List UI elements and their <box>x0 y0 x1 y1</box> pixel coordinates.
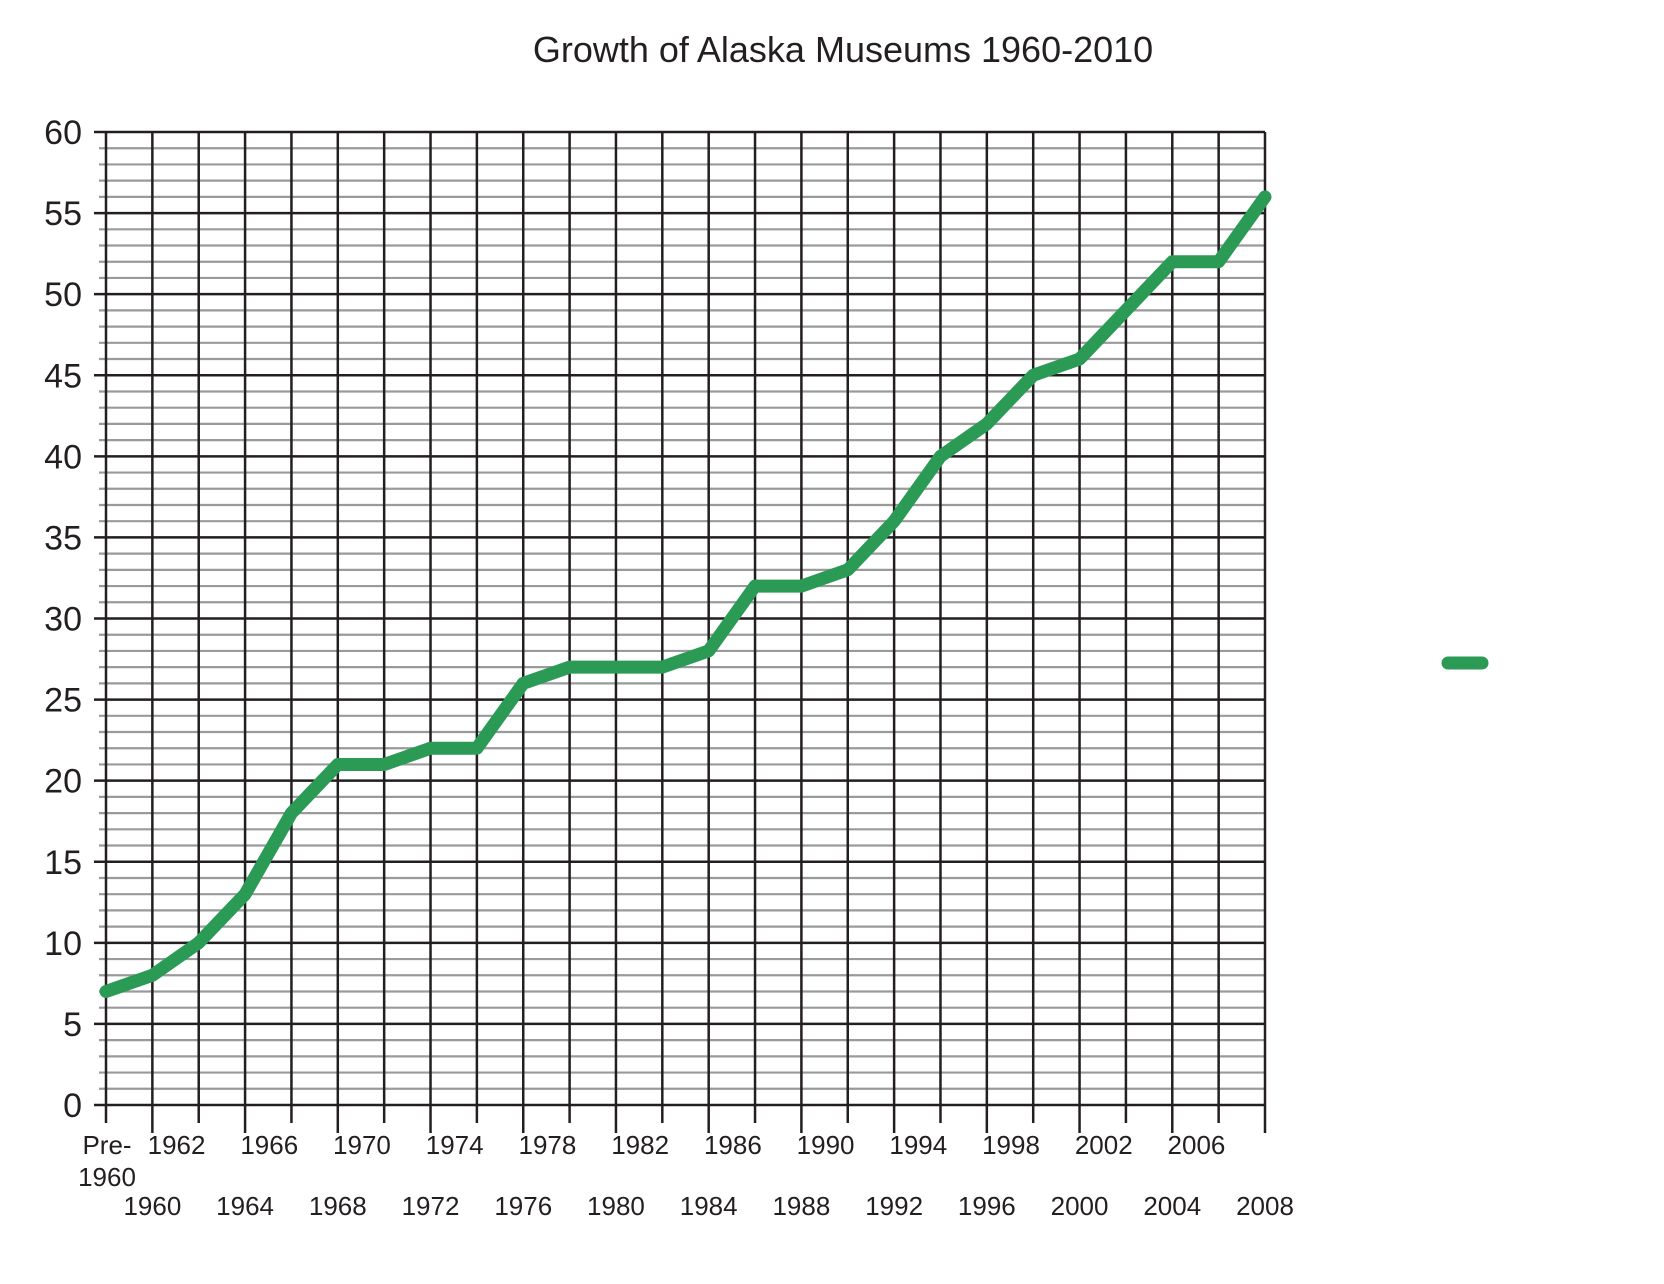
minor-gridlines <box>99 147 1265 1090</box>
y-tick-label: 25 <box>44 682 82 720</box>
x-tick-label-lower: 1972 <box>402 1191 460 1221</box>
x-tick-label-upper: 1994 <box>889 1130 947 1160</box>
x-tick-label-upper: 1998 <box>982 1130 1040 1160</box>
x-tick-label-lower: 1976 <box>494 1191 552 1221</box>
y-tick-label: 0 <box>63 1087 82 1125</box>
x-tick-label-lower: 2008 <box>1236 1191 1294 1221</box>
y-tick-label: 45 <box>44 357 82 395</box>
x-tick-label-lower: 1996 <box>958 1191 1016 1221</box>
y-tick-label: 35 <box>44 519 82 557</box>
x-tick-label-upper: 1982 <box>611 1130 669 1160</box>
y-tick-label: 5 <box>63 1006 82 1044</box>
y-tick-label: 10 <box>44 925 82 963</box>
x-axis: Pre- 1962 1966 1970 1974 1978 1982 1986 1990 1994… <box>78 1105 1294 1221</box>
chart-title: Growth of Alaska Museums 1960-2010 <box>533 29 1153 70</box>
x-tick-label-lower: 1960 <box>123 1191 181 1221</box>
major-gridlines <box>94 130 1267 1107</box>
x-tick-label-upper: 1990 <box>797 1130 855 1160</box>
x-tick-label-lower: 1992 <box>865 1191 923 1221</box>
x-tick-label-upper: Pre- <box>82 1130 131 1160</box>
y-tick-label: 60 <box>44 114 82 152</box>
x-tick-label-lower: 1968 <box>309 1191 367 1221</box>
x-tick-label-upper: 1974 <box>426 1130 484 1160</box>
x-tick-label-upper: 1978 <box>518 1130 576 1160</box>
x-tick-label-lower: 1964 <box>216 1191 274 1221</box>
x-tick-label-lower: 1988 <box>772 1191 830 1221</box>
y-tick-label: 30 <box>44 601 82 639</box>
series-group <box>99 190 1272 998</box>
x-tick-label-lower: 2000 <box>1051 1191 1109 1221</box>
y-tick-label: 55 <box>44 195 82 233</box>
x-tick-label-pre-line2: 1960 <box>78 1162 136 1192</box>
x-tick-label-lower: 1984 <box>680 1191 738 1221</box>
y-tick-label: 20 <box>44 763 82 801</box>
x-tick-label-lower: 2004 <box>1143 1191 1201 1221</box>
x-tick-label-upper: 1986 <box>704 1130 762 1160</box>
y-tick-label: 15 <box>44 844 82 882</box>
x-tick-label-upper: 1966 <box>240 1130 298 1160</box>
x-tick-label-upper: 2002 <box>1075 1130 1133 1160</box>
x-tick-label-upper: 1970 <box>333 1130 391 1160</box>
y-axis: 0 5 10 15 20 25 30 35 40 45 50 55 60 <box>44 114 82 1125</box>
x-tick-label-lower: 1980 <box>587 1191 645 1221</box>
x-tick-label-upper: 1962 <box>148 1130 206 1160</box>
x-tick-label-upper: 2006 <box>1168 1130 1226 1160</box>
y-tick-label: 40 <box>44 438 82 476</box>
y-tick-label: 50 <box>44 276 82 314</box>
series-line <box>99 190 1272 998</box>
